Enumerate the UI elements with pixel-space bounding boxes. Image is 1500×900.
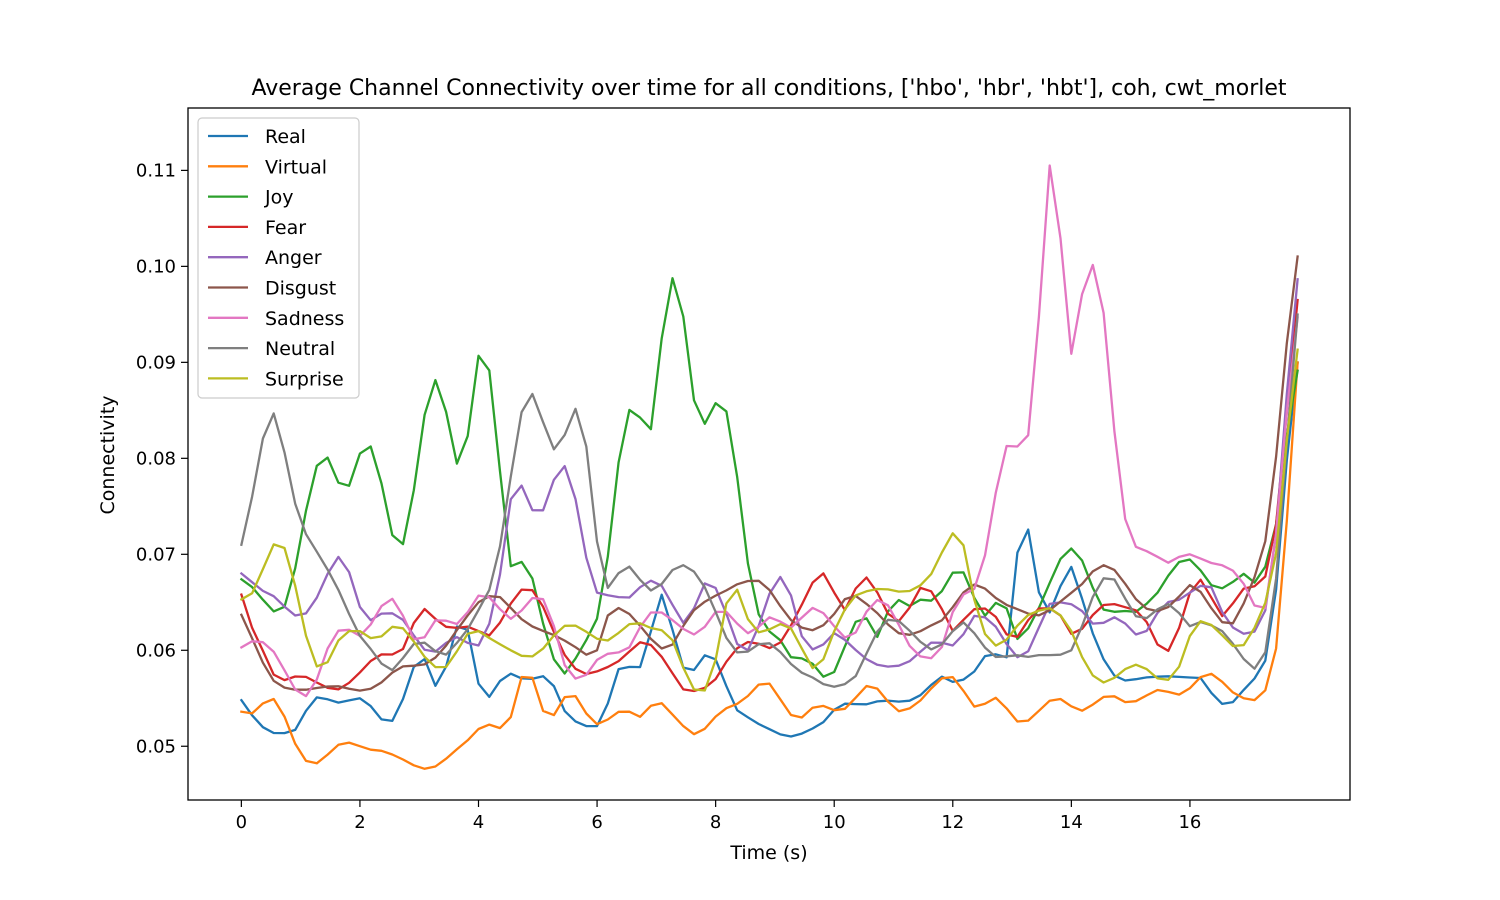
series-line-fear — [239, 298, 1299, 693]
x-tick-label: 0 — [236, 812, 247, 833]
y-tick-label: 0.09 — [136, 352, 176, 373]
legend-label-neutral: Neutral — [265, 338, 335, 360]
x-tick-label: 14 — [1060, 812, 1083, 833]
series-line-sadness — [239, 164, 1299, 698]
legend-box — [197, 117, 360, 399]
x-axis-label: Time (s) — [729, 842, 807, 864]
y-axis-label: Connectivity — [97, 395, 119, 514]
series-line-neutral — [240, 313, 1299, 688]
series-line-surprise — [239, 348, 1299, 692]
chart-title: Average Channel Connectivity over time f… — [251, 76, 1286, 101]
legend-label-virtual: Virtual — [265, 156, 327, 178]
plot-area — [188, 108, 1350, 800]
legend: Real Virtual Joy Fear Anger Disgust Sadness Neu… — [197, 117, 360, 399]
legend-label-real: Real — [265, 126, 306, 148]
y-tick-label: 0.10 — [136, 256, 176, 277]
legend-label-disgust: Disgust — [265, 278, 336, 300]
x-tick-label: 2 — [354, 812, 365, 833]
plot-frame — [187, 107, 1351, 801]
x-tick-label: 10 — [823, 812, 846, 833]
legend-label-anger: Anger — [265, 247, 322, 269]
x-axis-ticks: 0 2 4 6 8 10 12 14 16 — [236, 800, 1201, 833]
series-line-disgust — [239, 255, 1299, 692]
y-tick-label: 0.11 — [136, 160, 176, 181]
y-tick-label: 0.05 — [136, 736, 176, 757]
series-line-virtual — [240, 361, 1299, 770]
legend-label-surprise: Surprise — [265, 368, 344, 390]
series-layer — [239, 164, 1299, 770]
y-tick-label: 0.07 — [136, 544, 176, 565]
x-tick-label: 8 — [710, 812, 721, 833]
y-tick-label: 0.06 — [136, 640, 176, 661]
x-tick-label: 12 — [941, 812, 964, 833]
series-line-anger — [239, 278, 1299, 668]
x-tick-label: 4 — [473, 812, 484, 833]
legend-label-joy: Joy — [264, 187, 293, 209]
y-tick-label: 0.08 — [136, 448, 176, 469]
series-line-joy — [239, 277, 1299, 678]
x-tick-label: 6 — [591, 812, 602, 833]
legend-label-fear: Fear — [265, 217, 306, 239]
x-tick-label: 16 — [1178, 812, 1201, 833]
y-axis-ticks: 0.05 0.06 0.07 0.08 0.09 0.10 0.11 — [136, 160, 188, 757]
legend-label-sadness: Sadness — [265, 308, 344, 330]
